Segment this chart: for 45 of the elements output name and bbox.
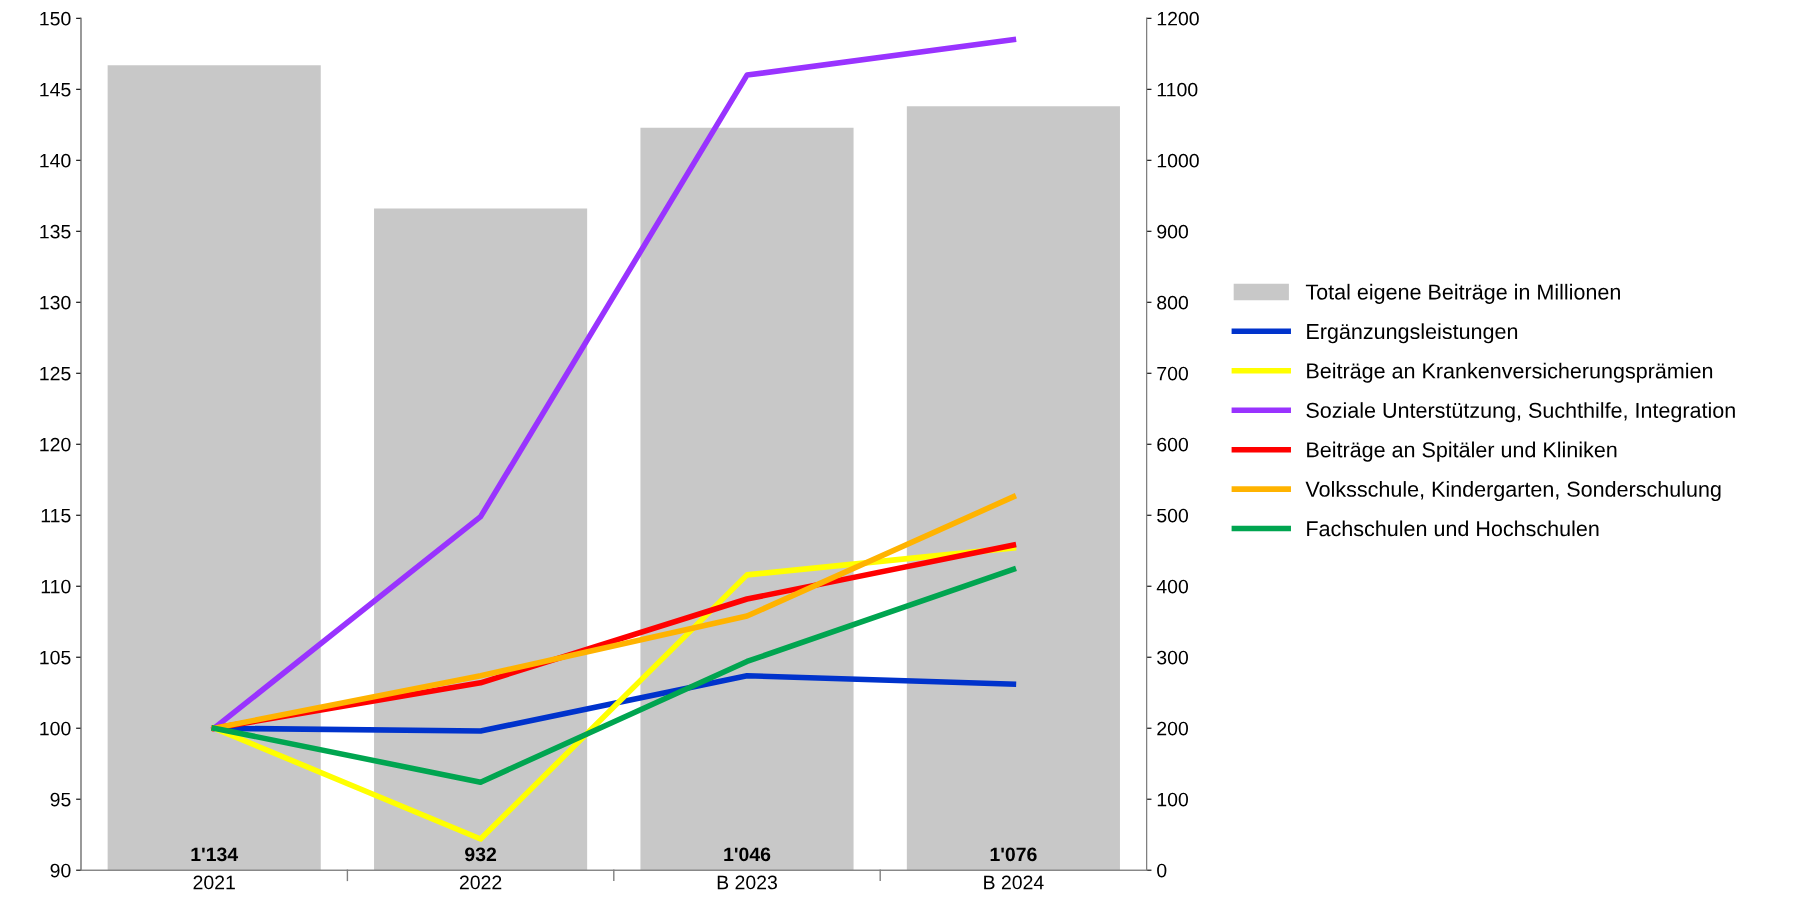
x-tick-label: 2022: [459, 875, 502, 890]
y-tick-label: 145: [40, 82, 71, 97]
y2-tick-label: 1200: [1157, 11, 1199, 26]
y-tick-label: 95: [50, 792, 71, 807]
y2-tick-label: 0: [1157, 863, 1167, 878]
data-label: 1'046: [724, 847, 771, 862]
y2-tick-label: 100: [1157, 792, 1188, 807]
legend-label: Beiträge an Spitäler und Kliniken: [1307, 441, 1617, 462]
y2-tick-label: 300: [1157, 650, 1188, 665]
legend-label: Beiträge an Krankenversicherungsprämien: [1307, 362, 1713, 383]
y-tick-label: 105: [40, 650, 71, 665]
bar: [906, 106, 1120, 871]
y-tick-label: 130: [40, 295, 71, 310]
y2-tick-label: 600: [1157, 437, 1188, 452]
y-tick-label: 150: [40, 11, 71, 26]
y-tick-label: 140: [40, 153, 71, 168]
legend-label: Fachschulen und Hochschulen: [1307, 520, 1599, 537]
y2-tick-label: 800: [1157, 295, 1188, 310]
y-tick-label: 135: [40, 224, 71, 239]
legend-label: Total eigene Beiträge in Millionen: [1305, 283, 1620, 304]
y2-tick-label: 700: [1157, 366, 1188, 381]
x-tick-label: 2021: [193, 875, 235, 890]
data-label: 932: [465, 847, 497, 862]
y2-tick-label: 1100: [1157, 82, 1198, 97]
legend-label: Soziale Unterstützung, Suchthilfe, Integration: [1306, 402, 1735, 423]
x-tick-label: B 2024: [984, 875, 1044, 890]
y2-tick-label: 400: [1156, 579, 1188, 594]
bar: [640, 127, 854, 871]
bar: [374, 208, 588, 871]
y2-tick-label: 1000: [1157, 153, 1199, 168]
y-tick-label: 90: [50, 863, 71, 878]
y2-tick-label: 900: [1157, 224, 1188, 239]
bar: [107, 65, 321, 871]
legend-label: Ergänzungsleistungen: [1307, 323, 1518, 344]
x-tick-label: B 2023: [717, 875, 777, 890]
y-tick-label: 120: [40, 437, 71, 452]
y2-tick-label: 200: [1157, 721, 1188, 736]
y-tick-label: 115: [41, 508, 71, 523]
legend-label: Volksschule, Kindergarten, Sonderschulung: [1305, 481, 1721, 502]
y-tick-label: 100: [40, 721, 71, 736]
data-label: 1'134: [191, 847, 239, 862]
y2-tick-label: 500: [1157, 508, 1188, 523]
y-tick-label: 125: [40, 366, 71, 381]
data-label: 1'076: [990, 847, 1037, 862]
y-tick-label: 110: [41, 579, 71, 594]
